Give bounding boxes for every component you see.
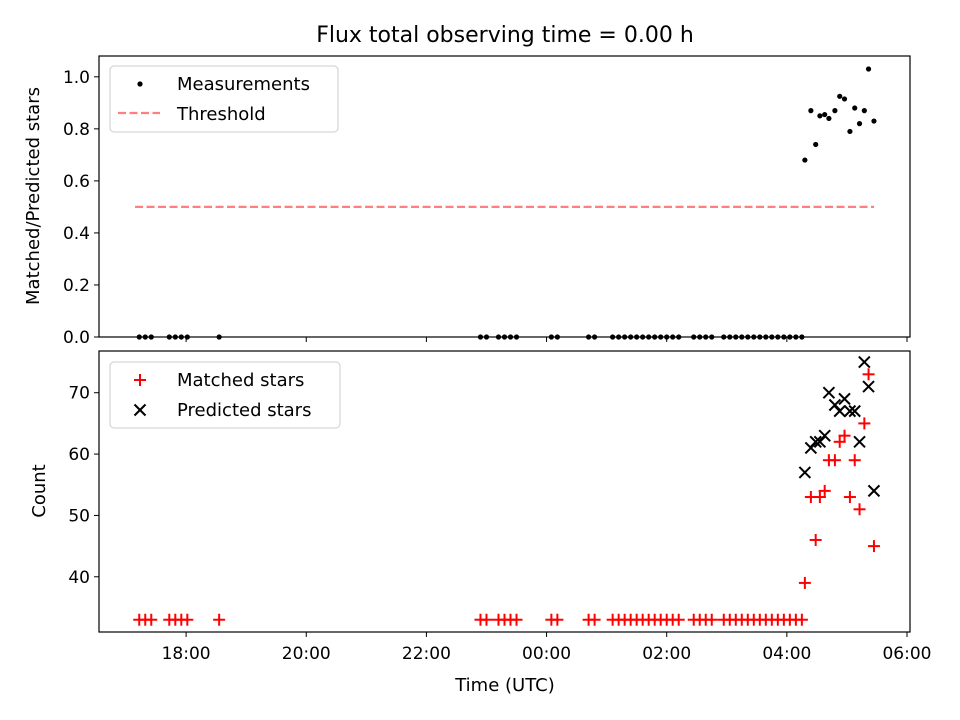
measurement-point [841,96,848,102]
x-tick-label: 00:00 [522,644,571,664]
matched-star-point [838,429,851,442]
predicted-star-point [858,355,871,369]
matched-star-point [588,613,601,626]
matched-star-point [828,454,841,467]
x-axis-label: Time (UTC) [454,675,555,696]
measurement-point [826,115,832,122]
predicted-star-point [822,386,836,399]
matched-star-point [480,613,493,626]
predicted-star-point [848,404,861,418]
y-tick-label: 50 [68,506,90,526]
bottom-panel: 40 50 60 70 18:00 20:00 22:00 00:00 02:00 04:00 0… [29,350,931,696]
y-tick-label: 0.2 [63,276,90,296]
matched-star-point [181,613,194,626]
measurement-point [808,108,814,114]
legend-measurements-label: Measurements [177,74,310,95]
legend-predicted-marker [133,403,147,417]
matched-star-point [853,503,866,516]
predicted-star-point [862,380,875,393]
matched-star-point [551,613,564,626]
y-tick-label: 0.6 [63,172,90,192]
legend-predicted-label: Predicted stars [177,400,311,421]
predicted-star-point [853,435,866,449]
measurement-point [813,141,819,148]
measurement-point [822,111,828,118]
matched-star-point [858,417,871,430]
matched-star-point [510,613,523,626]
x-tick-label: 22:00 [402,644,451,664]
top-y-ticks: 0.0 0.2 0.4 0.6 0.8 1.0 [63,68,99,348]
matched-star-point [813,491,826,504]
measurement-point [852,105,858,111]
matched-star-point [867,540,880,553]
matched-star-point [672,613,685,626]
bottom-y-ticks: 40 50 60 70 [68,384,99,588]
matched-star-point [145,613,158,626]
bottom-legend-box [109,361,341,429]
bottom-plot-frame [98,350,911,633]
top-y-axis-label: Matched/Predicted stars [23,87,44,305]
measurement-point [871,118,877,124]
matched-star-point [818,484,831,497]
y-tick-label: 0.4 [63,224,90,244]
y-tick-label: 0.8 [63,120,90,140]
measurement-point [837,93,843,99]
legend-threshold-label: Threshold [176,104,266,125]
x-tick-label: 20:00 [282,644,331,664]
y-tick-label: 70 [68,384,90,404]
bottom-x-ticks: 18:00 20:00 22:00 00:00 02:00 04:00 06:00 [162,632,931,664]
predicted-star-point [833,404,846,418]
measurement-point [847,128,853,135]
measurement-point [832,108,838,114]
predicted-star-point [809,435,822,449]
measurement-point [861,108,867,114]
x-tick-label: 02:00 [642,644,691,664]
measurement-point [856,121,863,127]
predicted-star-point [843,404,857,418]
matched-star-point [843,491,856,504]
legend-x-glyph [133,403,147,417]
matched-star-point [705,613,718,626]
bottom-y-axis-label: Count [29,464,50,517]
x-tick-label: 06:00 [882,644,931,664]
matched-star-point [795,613,808,626]
chart-title: Flux total observing time = 0.00 h [316,23,694,48]
top-legend-box [109,65,339,133]
predicted-star-point [838,392,851,406]
matched-star-point [862,368,875,381]
x-tick-label: 18:00 [162,644,211,664]
bottom-legend: Matched stars Predicted stars [109,361,341,429]
top-panel: 0.0 0.2 0.4 0.6 0.8 1.0 Matched/Predicted sta… [23,55,911,348]
matched-star-point [213,613,226,626]
x-tick-label: 04:00 [762,644,811,664]
matched-star-points [133,368,880,626]
y-tick-label: 0.0 [63,328,90,348]
predicted-star-points [798,355,881,498]
measurement-point [802,157,808,163]
predicted-star-point [818,429,831,442]
matched-star-point [809,533,822,546]
legend-matched-marker [134,374,146,386]
legend-plus-glyph [134,374,146,386]
legend-measurements-marker [137,81,143,87]
measurement-point [865,66,872,72]
y-tick-label: 1.0 [63,68,90,88]
y-tick-label: 40 [68,568,90,588]
measurement-point [817,113,823,119]
legend-matched-label: Matched stars [177,370,304,391]
top-plot-frame [98,55,911,338]
matched-star-point [833,435,846,448]
matched-star-point [848,454,861,467]
y-tick-label: 60 [68,445,90,465]
predicted-star-point [867,484,881,498]
predicted-star-point [798,466,812,479]
top-legend: Measurements Threshold [109,65,339,133]
matched-star-point [798,576,811,589]
